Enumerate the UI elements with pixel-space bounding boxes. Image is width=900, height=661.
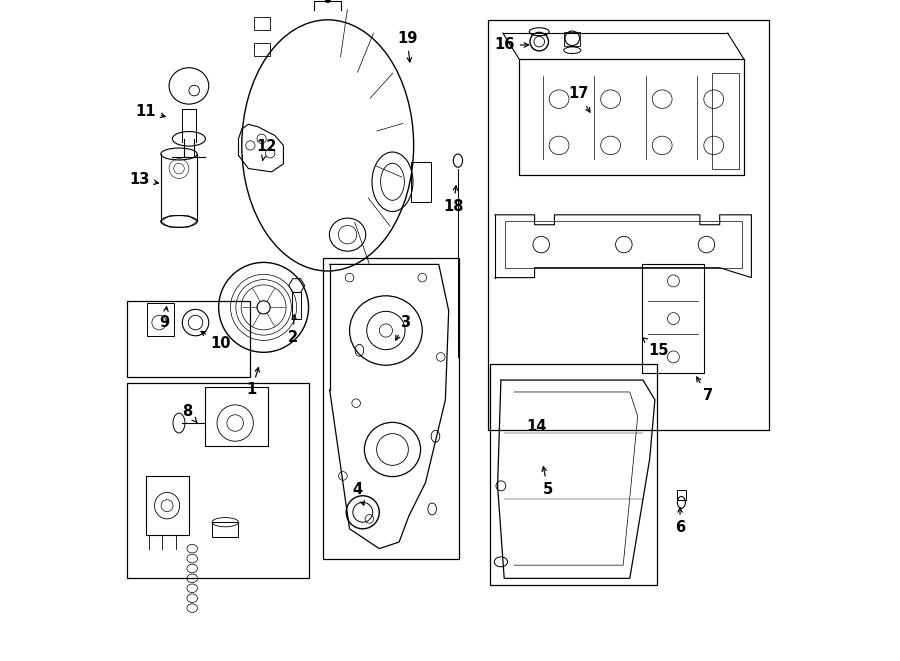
Bar xyxy=(505,221,742,268)
Bar xyxy=(642,264,705,373)
Text: 14: 14 xyxy=(526,419,546,434)
Text: 8: 8 xyxy=(182,404,197,422)
Text: 10: 10 xyxy=(201,331,231,351)
Text: 15: 15 xyxy=(643,338,669,358)
Bar xyxy=(205,387,268,446)
Text: 13: 13 xyxy=(130,173,158,187)
Text: 19: 19 xyxy=(397,31,418,62)
Bar xyxy=(713,73,739,169)
Text: 18: 18 xyxy=(443,186,464,214)
Bar xyxy=(128,301,249,377)
Bar xyxy=(489,20,770,430)
Text: 6: 6 xyxy=(675,508,685,535)
Text: 12: 12 xyxy=(256,139,276,160)
Bar xyxy=(146,476,189,535)
Text: 16: 16 xyxy=(494,38,528,52)
Bar xyxy=(212,522,238,537)
Bar xyxy=(519,59,744,175)
Bar xyxy=(292,292,302,319)
Text: 1: 1 xyxy=(247,368,259,397)
Text: 7: 7 xyxy=(697,377,713,403)
Bar xyxy=(323,258,459,559)
Bar xyxy=(490,364,657,585)
Bar xyxy=(128,383,310,578)
Ellipse shape xyxy=(325,0,330,3)
Text: 17: 17 xyxy=(569,87,590,112)
Bar xyxy=(254,43,270,56)
Text: 11: 11 xyxy=(135,104,165,118)
Bar xyxy=(254,17,270,30)
Bar xyxy=(148,303,174,336)
Text: 2: 2 xyxy=(288,315,298,344)
Text: 5: 5 xyxy=(542,467,553,496)
Bar xyxy=(677,490,686,500)
Bar xyxy=(411,162,431,202)
Text: 9: 9 xyxy=(159,307,169,330)
Text: 4: 4 xyxy=(353,482,364,505)
Bar xyxy=(564,32,580,46)
Text: 3: 3 xyxy=(396,315,410,340)
